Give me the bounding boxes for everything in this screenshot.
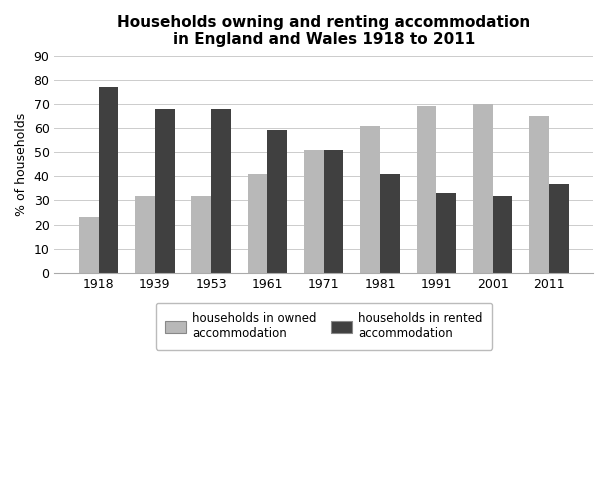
Legend: households in owned
accommodation, households in rented
accommodation: households in owned accommodation, house… (156, 303, 492, 349)
Title: Households owning and renting accommodation
in England and Wales 1918 to 2011: Households owning and renting accommodat… (117, 15, 530, 48)
Bar (361, 126, 380, 273)
Bar (323, 150, 344, 273)
Bar (192, 195, 211, 273)
Bar (492, 195, 513, 273)
Y-axis label: % of households: % of households (15, 112, 28, 216)
Bar (247, 174, 268, 273)
Bar (155, 108, 174, 273)
Bar (135, 195, 155, 273)
Bar (473, 104, 492, 273)
Bar (304, 150, 323, 273)
Bar (549, 183, 568, 273)
Bar (79, 217, 98, 273)
Bar (437, 193, 456, 273)
Bar (416, 106, 437, 273)
Bar (268, 131, 287, 273)
Bar (211, 108, 231, 273)
Bar (529, 116, 549, 273)
Bar (380, 174, 399, 273)
Bar (98, 87, 119, 273)
